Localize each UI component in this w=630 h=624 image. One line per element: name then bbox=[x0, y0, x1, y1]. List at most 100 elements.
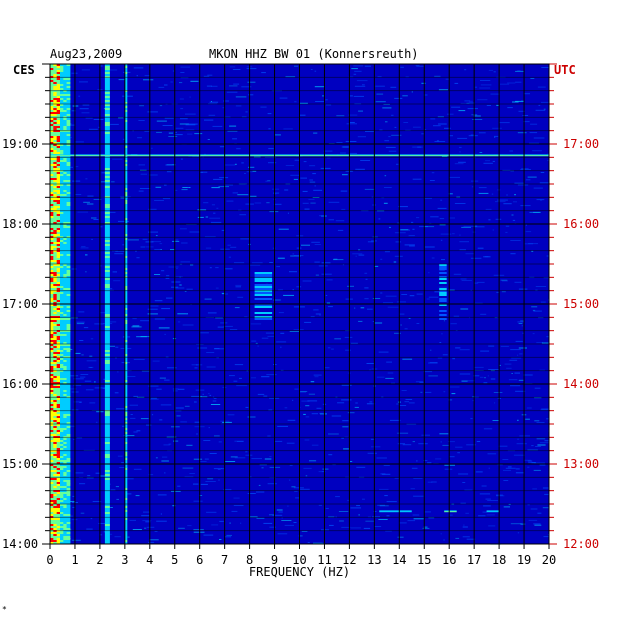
noise-speckle bbox=[166, 275, 170, 277]
noise-speckle bbox=[514, 182, 524, 184]
feature-cell bbox=[66, 166, 71, 168]
noise-speckle bbox=[311, 413, 318, 415]
noise-speckle bbox=[480, 350, 490, 352]
feature-cell bbox=[66, 294, 71, 296]
left-timezone-label: CES bbox=[13, 63, 35, 77]
x-tick-label: 4 bbox=[146, 553, 153, 567]
noise-speckle bbox=[546, 336, 549, 338]
feature-cell bbox=[56, 160, 61, 162]
feature-cell bbox=[63, 416, 68, 418]
feature-cell bbox=[66, 420, 71, 422]
feature-cell bbox=[104, 434, 110, 436]
feature-cell bbox=[56, 86, 61, 88]
feature-cell bbox=[254, 284, 273, 286]
feature-cell bbox=[124, 376, 128, 378]
feature-cell bbox=[66, 444, 71, 446]
feature-cell bbox=[56, 100, 61, 102]
feature-cell bbox=[56, 422, 61, 424]
feature-cell bbox=[66, 334, 71, 336]
feature-cell bbox=[56, 490, 61, 492]
feature-cell bbox=[124, 302, 128, 304]
noise-speckle bbox=[510, 170, 514, 172]
feature-cell bbox=[56, 236, 61, 238]
noise-speckle bbox=[449, 176, 460, 178]
noise-speckle bbox=[156, 120, 167, 122]
noise-speckle bbox=[430, 349, 432, 351]
feature-cell bbox=[66, 332, 71, 334]
right-time-label: 15:00 bbox=[563, 297, 599, 311]
feature-cell bbox=[63, 78, 68, 80]
noise-speckle bbox=[313, 542, 323, 544]
noise-speckle bbox=[328, 219, 334, 221]
noise-speckle bbox=[457, 452, 460, 454]
noise-speckle bbox=[125, 493, 132, 495]
feature-cell bbox=[63, 252, 68, 254]
noise-speckle bbox=[114, 392, 119, 394]
feature-cell bbox=[60, 462, 64, 464]
feature-cell bbox=[53, 456, 58, 458]
noise-speckle bbox=[129, 519, 136, 521]
feature-cell bbox=[124, 486, 128, 488]
feature-cell bbox=[66, 514, 71, 516]
feature-cell bbox=[104, 280, 110, 282]
feature-cell bbox=[53, 242, 58, 244]
feature-cell bbox=[66, 114, 71, 116]
noise-speckle bbox=[277, 257, 285, 259]
feature-cell bbox=[439, 288, 447, 290]
noise-speckle bbox=[99, 312, 106, 314]
feature-cell bbox=[60, 234, 64, 236]
feature-cell bbox=[104, 156, 110, 158]
feature-cell bbox=[124, 260, 128, 262]
feature-cell bbox=[66, 484, 71, 486]
noise-speckle bbox=[309, 179, 313, 181]
feature-cell bbox=[124, 432, 128, 434]
feature-cell bbox=[104, 106, 110, 108]
feature-cell bbox=[56, 302, 61, 304]
feature-cell bbox=[104, 254, 110, 256]
feature-cell bbox=[53, 418, 58, 420]
noise-speckle bbox=[285, 165, 295, 166]
noise-speckle bbox=[408, 229, 411, 231]
feature-cell bbox=[56, 452, 61, 454]
noise-speckle bbox=[140, 246, 145, 248]
feature-cell bbox=[104, 174, 110, 176]
noise-speckle bbox=[110, 123, 119, 125]
feature-cell bbox=[53, 282, 58, 284]
feature-cell bbox=[486, 511, 500, 513]
noise-speckle bbox=[240, 238, 251, 240]
feature-cell bbox=[124, 440, 128, 442]
noise-speckle bbox=[408, 318, 411, 319]
feature-cell bbox=[104, 212, 110, 214]
feature-cell bbox=[66, 524, 71, 526]
feature-cell bbox=[56, 360, 61, 362]
feature-cell bbox=[56, 180, 61, 182]
feature-cell bbox=[63, 250, 68, 252]
noise-speckle bbox=[401, 390, 407, 391]
noise-speckle bbox=[438, 123, 447, 125]
noise-speckle bbox=[400, 324, 402, 326]
feature-cell bbox=[63, 224, 68, 226]
feature-cell bbox=[56, 442, 61, 444]
noise-speckle bbox=[367, 452, 377, 454]
feature-cell bbox=[53, 106, 58, 108]
noise-speckle bbox=[518, 379, 524, 381]
feature-cell bbox=[66, 148, 71, 150]
noise-speckle bbox=[439, 433, 449, 435]
feature-cell bbox=[63, 90, 68, 92]
noise-speckle bbox=[154, 300, 163, 302]
feature-cell bbox=[66, 186, 71, 188]
noise-speckle bbox=[514, 281, 522, 283]
noise-speckle bbox=[532, 309, 536, 311]
feature-cell bbox=[60, 64, 64, 66]
feature-cell bbox=[104, 176, 110, 178]
feature-cell bbox=[60, 220, 64, 222]
feature-cell bbox=[254, 274, 273, 276]
feature-cell bbox=[50, 484, 54, 486]
noise-speckle bbox=[268, 128, 271, 130]
feature-cell bbox=[50, 282, 54, 284]
feature-cell bbox=[53, 370, 58, 372]
noise-speckle bbox=[495, 218, 502, 220]
feature-cell bbox=[63, 306, 68, 308]
feature-cell bbox=[63, 292, 68, 294]
feature-cell bbox=[56, 324, 61, 326]
